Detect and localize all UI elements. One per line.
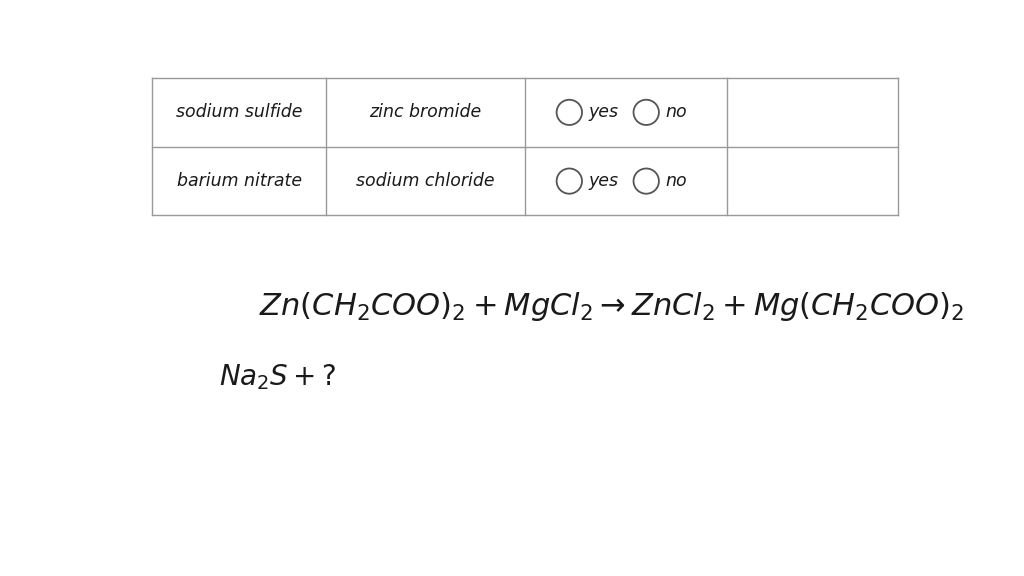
Text: sodium chloride: sodium chloride — [356, 172, 495, 190]
Text: $Na_2S + ?$: $Na_2S + ?$ — [219, 362, 337, 392]
Text: yes: yes — [589, 103, 618, 122]
Text: sodium sulfide: sodium sulfide — [176, 103, 302, 122]
Text: no: no — [666, 172, 687, 190]
Text: barium nitrate: barium nitrate — [176, 172, 302, 190]
Text: no: no — [666, 103, 687, 122]
Text: zinc bromide: zinc bromide — [370, 103, 481, 122]
Text: yes: yes — [589, 172, 618, 190]
Text: $Zn(CH_2COO)_2 + MgCl_2 \rightarrow ZnCl_2 + Mg(CH_2COO)_2$: $Zn(CH_2COO)_2 + MgCl_2 \rightarrow ZnCl… — [259, 290, 965, 323]
